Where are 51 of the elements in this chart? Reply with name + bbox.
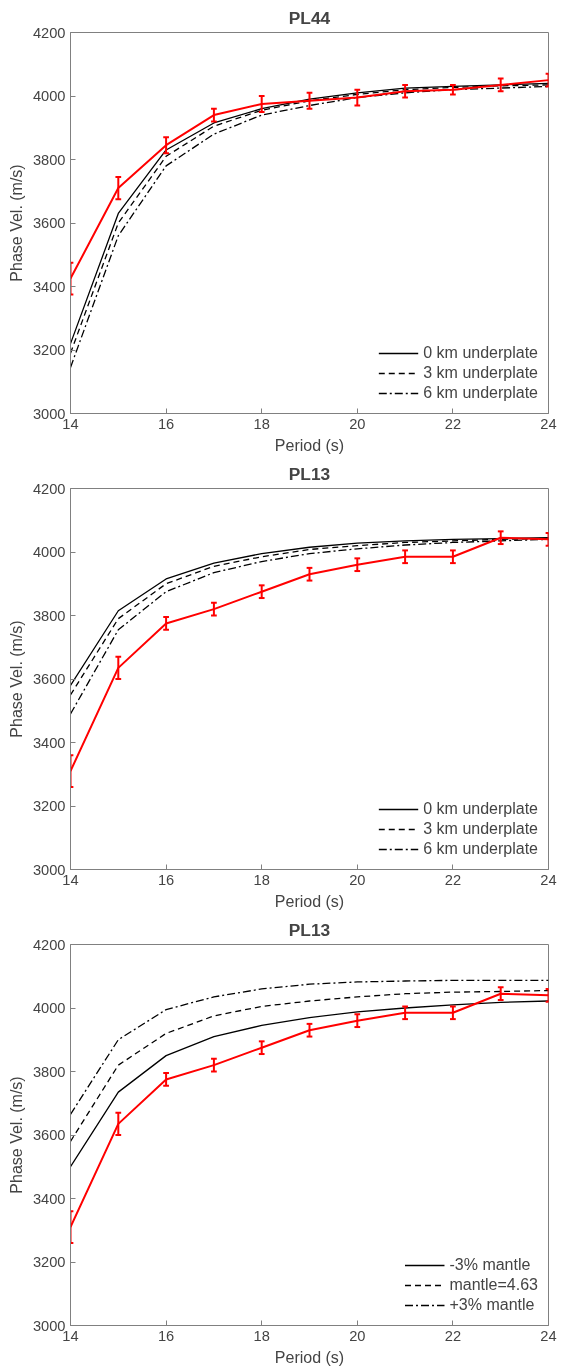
x-tick-label: 24 bbox=[540, 871, 557, 888]
y-tick-label: 3600 bbox=[32, 671, 66, 687]
y-tick-label: 3400 bbox=[32, 734, 66, 751]
x-axis-title: Period (s) bbox=[274, 1348, 345, 1366]
chart-title: PL13 bbox=[288, 919, 331, 940]
x-tick-label: 16 bbox=[157, 871, 175, 888]
x-tick-label: 18 bbox=[253, 415, 270, 432]
x-tick-label: 22 bbox=[444, 415, 462, 432]
y-tick-label: 3200 bbox=[32, 1254, 66, 1270]
x-tick-label: 24 bbox=[540, 415, 557, 432]
y-tick-label: 3200 bbox=[32, 798, 66, 814]
y-tick-label: 4200 bbox=[32, 936, 66, 953]
y-tick-label: 3800 bbox=[32, 1063, 66, 1080]
y-tick-label: 3400 bbox=[32, 278, 66, 295]
y-tick-label: 3600 bbox=[32, 1127, 66, 1143]
y-tick-label: 4200 bbox=[32, 24, 66, 41]
legend-label: +3% mantle bbox=[449, 1296, 535, 1314]
x-tick-label: 22 bbox=[444, 871, 462, 888]
x-tick-label: 20 bbox=[349, 1327, 366, 1344]
y-tick-label: 4000 bbox=[32, 88, 66, 104]
y-tick-label: 3800 bbox=[32, 607, 66, 624]
y-axis-title: Phase Vel. (m/s) bbox=[7, 1076, 25, 1194]
y-tick-label: 4000 bbox=[32, 1000, 66, 1016]
legend-label: -3% mantle bbox=[449, 1256, 531, 1274]
y-axis-title: Phase Vel. (m/s) bbox=[7, 164, 25, 282]
y-tick-label: 4200 bbox=[32, 480, 66, 497]
y-tick-label: 3200 bbox=[32, 342, 66, 358]
legend-label: 6 km underplate bbox=[423, 840, 538, 858]
legend-label: 0 km underplate bbox=[423, 344, 538, 362]
x-axis-title: Period (s) bbox=[274, 892, 345, 910]
x-tick-label: 22 bbox=[444, 1327, 462, 1344]
chart-title: PL44 bbox=[288, 7, 331, 28]
legend-label: 3 km underplate bbox=[423, 820, 538, 838]
chart-title: PL13 bbox=[288, 463, 331, 484]
x-tick-label: 20 bbox=[349, 415, 366, 432]
x-tick-label: 20 bbox=[349, 871, 366, 888]
x-axis-title: Period (s) bbox=[274, 436, 345, 454]
x-tick-label: 16 bbox=[157, 415, 175, 432]
legend-label: 0 km underplate bbox=[423, 800, 538, 818]
legend-label: mantle=4.63 bbox=[449, 1276, 538, 1294]
legend-label: 3 km underplate bbox=[423, 364, 538, 382]
x-tick-label: 24 bbox=[540, 1327, 557, 1344]
y-tick-label: 3600 bbox=[32, 215, 66, 231]
y-axis-title: Phase Vel. (m/s) bbox=[7, 620, 25, 738]
y-tick-label: 3800 bbox=[32, 151, 66, 168]
x-tick-label: 18 bbox=[253, 871, 270, 888]
y-tick-label: 4000 bbox=[32, 544, 66, 560]
x-tick-label: 16 bbox=[157, 1327, 175, 1344]
x-tick-label: 18 bbox=[253, 1327, 270, 1344]
legend-label: 6 km underplate bbox=[423, 384, 538, 402]
y-tick-label: 3400 bbox=[32, 1190, 66, 1207]
